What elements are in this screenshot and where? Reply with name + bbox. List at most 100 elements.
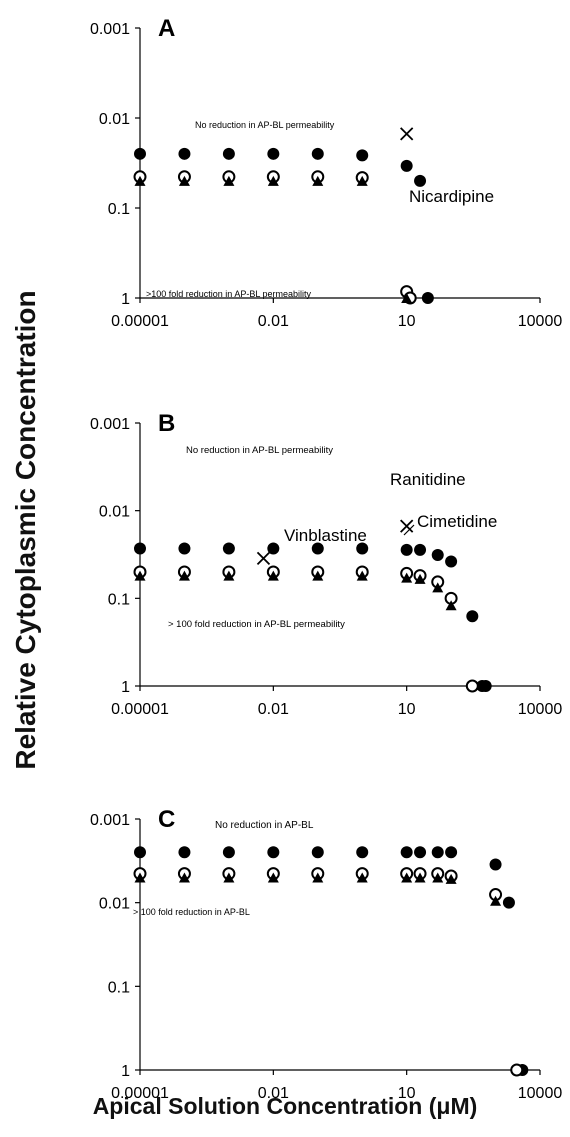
data-point-filled-circle (222, 846, 235, 859)
x-tick-label: 0.00001 (111, 313, 169, 330)
data-point-filled-circle (414, 543, 427, 556)
data-point-filled-triangle (134, 175, 146, 186)
panel-a: 0.001 0.01 0.1 1 0.00001 0.01 10 10000 A No reduc… (90, 15, 562, 330)
label-leader-line (403, 524, 415, 536)
data-point-x-marker (256, 551, 271, 565)
annotation-reduction: > 100 fold reduction in AP-BL (133, 907, 250, 917)
x-tick-label: 0.00001 (111, 1085, 169, 1102)
x-tick-label: 10000 (518, 701, 563, 718)
y-tick-label: 0.01 (99, 111, 130, 128)
data-point-filled-circle (134, 147, 146, 160)
y-tick-label: 0.01 (99, 896, 130, 913)
data-point-filled-triangle (312, 175, 324, 186)
data-point-filled-triangle (401, 872, 413, 883)
panel-label: B (158, 410, 175, 437)
data-point-filled-circle (267, 846, 280, 859)
y-tick-label: 0.01 (99, 504, 130, 521)
data-point-filled-triangle (312, 872, 324, 883)
data-point-filled-triangle (134, 570, 146, 581)
point-label: Cimetidine (417, 512, 497, 531)
y-tick-label: 1 (121, 1063, 130, 1080)
data-point-open-circle (465, 679, 479, 693)
y-tick-label: 0.1 (108, 591, 130, 608)
annotation-no-reduction: No reduction in AP-BL permeability (195, 120, 335, 130)
data-point-filled-circle (311, 846, 324, 859)
y-tick-label: 0.1 (108, 979, 130, 996)
y-tick-label: 1 (121, 291, 130, 308)
data-point-filled-triangle (432, 872, 444, 883)
data-point-filled-circle (445, 846, 458, 859)
data-point-filled-circle (311, 542, 324, 555)
data-point-filled-triangle (223, 175, 235, 186)
data-point-filled-triangle (312, 570, 324, 581)
y-tick-label: 0.001 (90, 812, 130, 829)
data-point-filled-triangle (356, 570, 368, 581)
data-point-filled-circle (414, 846, 427, 859)
data-point-filled-circle (445, 555, 458, 568)
panel-label: C (158, 806, 175, 833)
data-point-filled-circle (222, 542, 235, 555)
data-point-filled-triangle (401, 572, 413, 583)
data-point-filled-circle (431, 846, 444, 859)
data-point-filled-triangle (432, 582, 444, 593)
data-point-filled-triangle (178, 570, 190, 581)
panel-label: A (158, 15, 175, 42)
x-tick-label: 10 (398, 1085, 416, 1102)
data-point-filled-circle (502, 896, 515, 909)
data-point-filled-circle (267, 542, 280, 555)
panel-b: 0.001 0.01 0.1 1 0.00001 0.01 10 10000 B No reduc… (90, 410, 562, 718)
data-point-filled-circle (134, 542, 146, 555)
y-tick-label: 0.001 (90, 21, 130, 38)
x-axis-label: Apical Solution Concentration (μM) (92, 1093, 478, 1119)
panel-c: 0.001 0.01 0.1 1 0.00001 0.01 10 10000 C No reduc… (90, 806, 562, 1102)
x-tick-label: 0.01 (258, 701, 289, 718)
point-label: Ranitidine (390, 470, 466, 489)
point-label: Nicardipine (409, 187, 494, 206)
data-point-filled-triangle (178, 175, 190, 186)
data-point-filled-circle (178, 542, 191, 555)
data-point-filled-triangle (267, 570, 279, 581)
x-tick-label: 10 (398, 701, 416, 718)
data-point-filled-triangle (401, 293, 413, 303)
annotation-reduction: > 100 fold reduction in AP-BL permeabili… (168, 619, 345, 630)
data-point-filled-triangle (445, 873, 457, 884)
data-point-filled-triangle (414, 872, 426, 883)
data-point-filled-circle (479, 680, 492, 692)
data-point-filled-triangle (356, 175, 368, 186)
data-point-filled-circle (489, 858, 502, 871)
x-tick-label: 0.00001 (111, 701, 169, 718)
x-tick-label: 0.01 (258, 313, 289, 330)
data-point-filled-circle (431, 548, 444, 561)
data-point-filled-circle (356, 542, 369, 555)
data-point-filled-circle (356, 846, 369, 859)
data-point-x-marker (400, 519, 414, 533)
y-axis-label: Relative Cytoplasmic Concentration (10, 290, 41, 770)
data-point-filled-triangle (445, 600, 457, 611)
data-point-filled-circle (400, 846, 413, 859)
data-point-open-circle (510, 1063, 524, 1077)
data-point-filled-triangle (267, 872, 279, 883)
data-point-filled-circle (421, 292, 434, 304)
annotation-no-reduction: No reduction in AP-BL permeability (186, 445, 333, 456)
y-tick-label: 1 (121, 679, 130, 696)
data-point-filled-circle (414, 174, 427, 187)
data-point-filled-circle (400, 543, 413, 556)
data-point-x-marker (400, 127, 414, 141)
data-point-filled-circle (356, 149, 369, 162)
data-point-filled-triangle (134, 872, 146, 883)
y-tick-label: 0.1 (108, 201, 130, 218)
annotation-no-reduction: No reduction in AP-BL (215, 820, 314, 831)
data-point-filled-triangle (490, 895, 502, 906)
data-point-filled-triangle (356, 872, 368, 883)
data-point-filled-triangle (178, 872, 190, 883)
data-point-filled-circle (178, 846, 191, 859)
data-point-filled-circle (134, 846, 146, 859)
data-point-filled-circle (178, 147, 191, 160)
annotation-reduction: >100 fold reduction in AP-BL permeabilit… (146, 289, 312, 299)
point-label: Vinblastine (284, 526, 367, 545)
x-tick-label: 10000 (518, 1085, 563, 1102)
data-point-filled-circle (311, 147, 324, 160)
y-tick-label: 0.001 (90, 416, 130, 433)
data-point-filled-triangle (223, 872, 235, 883)
